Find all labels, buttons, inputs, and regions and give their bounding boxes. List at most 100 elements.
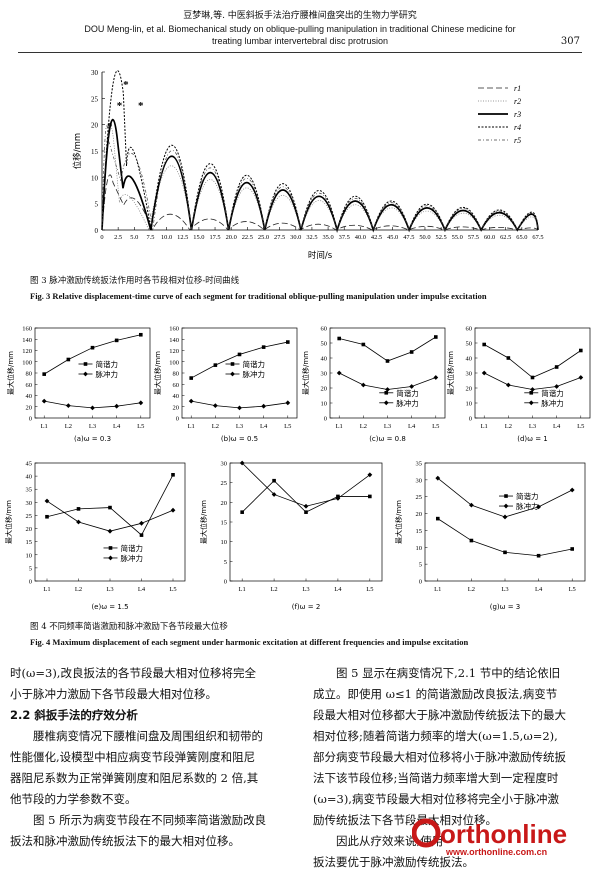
fig4b-y-tick-label: 140 <box>169 337 179 344</box>
fig3-series-r1 <box>102 175 538 230</box>
fig4f-x-tick-label: L2 <box>270 586 277 593</box>
fig4d-point-diamond <box>506 383 511 388</box>
fig4g-x-tick-label: L4 <box>535 586 543 593</box>
fig3-x-tick-label: 45.0 <box>387 234 398 241</box>
fig4a-point-square <box>139 333 143 337</box>
fig4c-series-line-0 <box>339 337 436 361</box>
fig4g-panel-label: (g)ω = 3 <box>490 603 521 611</box>
fig4a-point-square <box>42 372 46 376</box>
fig4a-point-square <box>67 358 71 362</box>
fig4f-x-tick-label: L1 <box>239 586 246 593</box>
fig4a-legend-label: 简谐力 <box>96 359 119 369</box>
fig4b-y-tick-label: 20 <box>173 404 180 411</box>
fig4g-point-diamond <box>503 515 508 520</box>
fig4a-y-tick-label: 100 <box>22 359 32 366</box>
right-line1: 图 5 显示在病变情况下,2.1 节中的结论依旧 <box>313 663 595 684</box>
fig4f-x-tick-label: L5 <box>366 586 373 593</box>
fig4e-y-tick-label: 30 <box>26 500 33 507</box>
fig3-legend-label: r1 <box>514 84 521 93</box>
fig4d-point-diamond <box>482 371 487 376</box>
fig3-annotation-star: * <box>138 100 144 112</box>
fig4a-point-diamond <box>138 400 143 405</box>
fig3-x-tick-label: 22.5 <box>242 234 253 241</box>
fig4c-point-square <box>337 337 341 341</box>
fig3-x-tick-label: 50.0 <box>419 234 430 241</box>
fig4e-x-tick-label: L5 <box>169 586 176 593</box>
fig4e-y-tick-label: 15 <box>26 539 33 546</box>
fig4g-legend-label: 简谐力 <box>516 491 539 501</box>
fig3-legend-label: r3 <box>514 110 521 119</box>
fig4c-y-tick-label: 40 <box>321 356 328 363</box>
fig3-annotation-star: * <box>117 100 123 112</box>
watermark-logo: orthonline www.orthonline.com.cn <box>412 815 592 857</box>
fig4a-y-label: 最大位移/mm <box>6 351 15 395</box>
fig3-legend-label: r4 <box>514 123 521 132</box>
watermark-ring-icon <box>414 821 438 845</box>
fig4e-point-square <box>77 507 81 511</box>
fig3-x-tick-label: 2.5 <box>114 234 122 241</box>
fig4e-y-tick-label: 25 <box>26 513 33 520</box>
fig4b-point-diamond <box>213 403 218 408</box>
fig4b-x-tick-label: L5 <box>284 423 291 430</box>
fig3-x-tick-label: 7.5 <box>146 234 154 241</box>
fig4e-frame <box>35 463 185 581</box>
fig4e-x-tick-label: L4 <box>138 586 146 593</box>
right-line4: 相对位移;随着简谐力频率的增大(ω=1.5,ω=2), <box>313 726 595 747</box>
fig4c-x-tick-label: L2 <box>360 423 367 430</box>
fig4d-x-tick-label: L1 <box>481 423 488 430</box>
fig4e-series-line-1 <box>47 501 173 531</box>
fig4e-x-tick-label: L1 <box>43 586 50 593</box>
left-p1-line1: 时(ω=3),改良扳法的各节段最大相对位移将完全 <box>10 663 300 684</box>
fig4c-frame <box>330 328 445 418</box>
left-p2-line1: 腰椎病变情况下腰椎间盘及周围组织和韧带的 <box>10 726 300 747</box>
fig3-x-tick-label: 57.5 <box>468 234 479 241</box>
fig4a-x-tick-label: L3 <box>89 423 96 430</box>
fig4d-point-diamond <box>578 375 583 380</box>
fig4e-legend-label: 简谐力 <box>121 543 144 553</box>
fig4a-x-tick-label: L5 <box>137 423 144 430</box>
fig4a-panel-label: (a)ω = 0.3 <box>74 435 111 443</box>
fig4b-y-tick-label: 80 <box>173 371 180 378</box>
fig4a-legend-label: 脉冲力 <box>96 369 119 379</box>
fig4b-point-square <box>214 363 218 367</box>
fig4d-y-tick-label: 10 <box>466 401 473 408</box>
fig3-y-tick-label: 10 <box>91 174 99 182</box>
fig4g-y-tick-label: 10 <box>416 545 423 552</box>
left-p2-line3: 器阻尼系数为正常弹簧刚度和阻尼系数的 2 倍,其 <box>10 768 300 789</box>
fig4e-point-diamond <box>108 529 113 534</box>
fig4g-y-tick-label: 15 <box>416 528 423 535</box>
fig4g-point-diamond <box>570 488 575 493</box>
fig4d-point-square <box>531 376 535 380</box>
fig4e-point-square <box>108 506 112 510</box>
fig4d-legend-label: 脉冲力 <box>541 398 564 408</box>
left-column: 时(ω=3),改良扳法的各节段最大相对位移将完全 小于脉冲力激励下各节段最大相对… <box>10 663 300 852</box>
fig4b-point-diamond <box>189 399 194 404</box>
fig4a-point-square <box>91 346 95 350</box>
fig4d-series-line-1 <box>484 373 581 390</box>
fig4d-point-square <box>507 356 511 360</box>
fig4f-frame <box>230 463 382 581</box>
fig4c-point-square <box>410 350 414 354</box>
fig4c-point-square <box>362 343 366 347</box>
fig3-x-tick-label: 35.0 <box>322 234 333 241</box>
fig4b-frame <box>182 328 297 418</box>
fig3-x-tick-label: 30.0 <box>290 234 301 241</box>
fig4e-x-tick-label: L2 <box>75 586 82 593</box>
fig4a-point-diamond <box>42 399 47 404</box>
fig4b-x-tick-label: L2 <box>212 423 219 430</box>
fig4c-x-tick-label: L1 <box>336 423 343 430</box>
fig4f-y-tick-label: 30 <box>221 461 228 468</box>
fig4b-point-diamond <box>237 405 242 410</box>
fig4a-x-tick-label: L1 <box>41 423 48 430</box>
fig4g-y-tick-label: 35 <box>416 461 423 468</box>
fig4g-frame <box>425 463 585 581</box>
fig4f-y-tick-label: 15 <box>221 520 228 527</box>
fig3-caption-en: Fig. 3 Relative displacement-time curve … <box>30 290 580 302</box>
fig4d-x-tick-label: L5 <box>577 423 584 430</box>
fig4e-point-square <box>171 473 175 477</box>
fig3-y-label: 位移/mm <box>72 133 83 169</box>
